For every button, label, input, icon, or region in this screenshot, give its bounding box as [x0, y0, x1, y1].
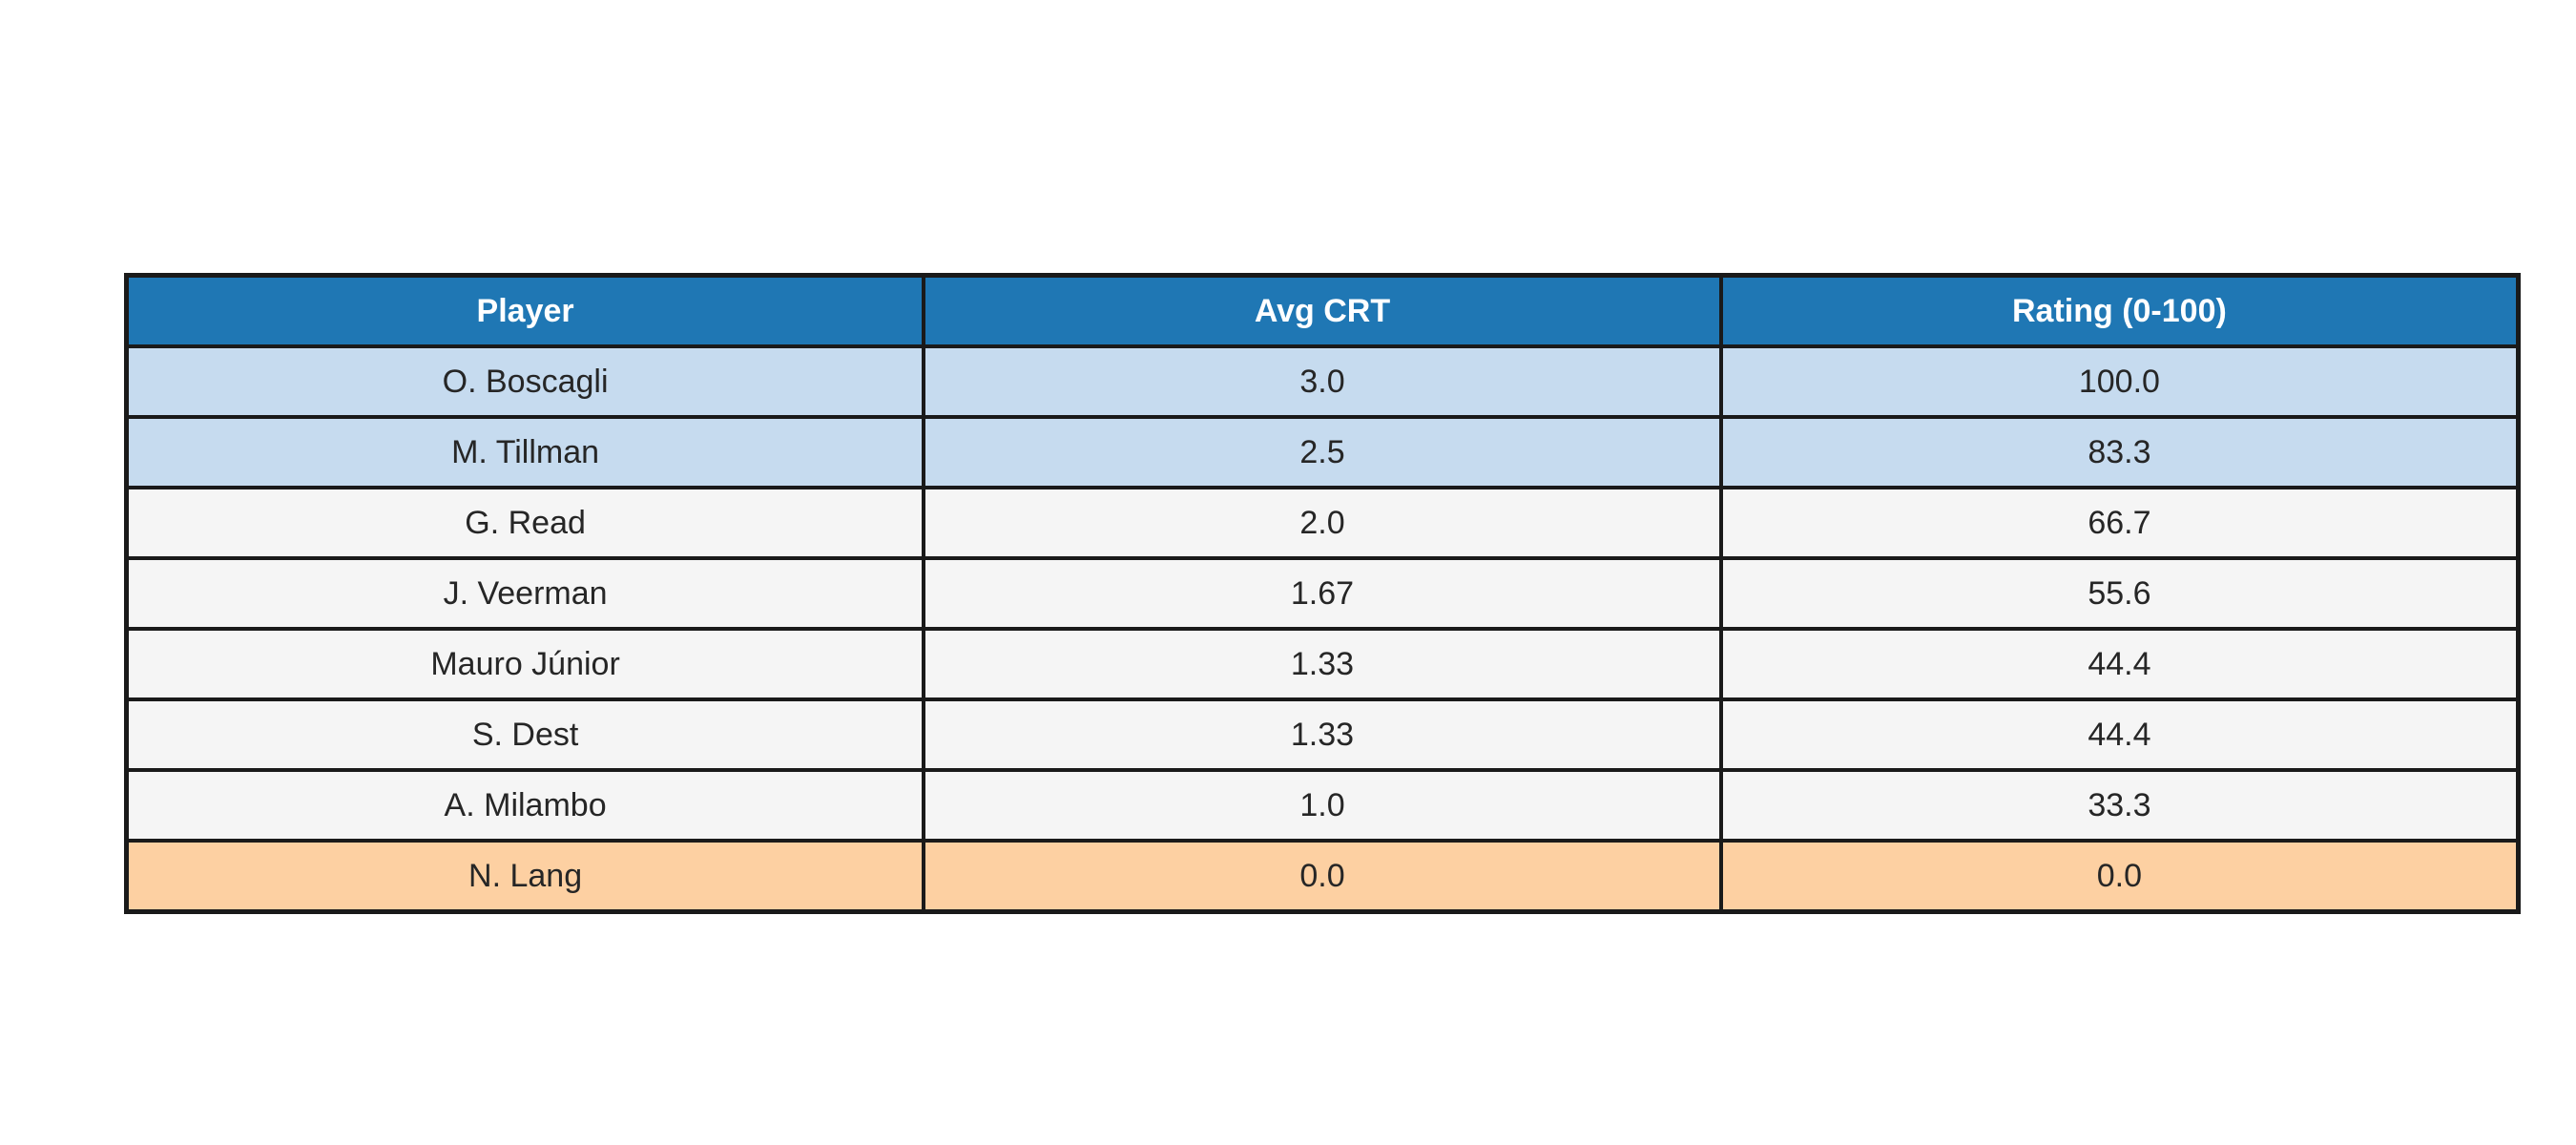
header-cell-rating: Rating (0-100) [1718, 273, 2521, 348]
rating-cell: 44.4 [1718, 697, 2521, 772]
rating-cell: 100.0 [1718, 344, 2521, 419]
avg-crt-cell: 1.67 [922, 556, 1723, 631]
table-row: Mauro Júnior 1.33 44.4 [124, 627, 2521, 701]
table-row: O. Boscagli 3.0 100.0 [124, 344, 2521, 419]
table-body: O. Boscagli 3.0 100.0 M. Tillman 2.5 83.… [124, 344, 2521, 914]
avg-crt-cell: 0.0 [922, 839, 1723, 914]
table-row: J. Veerman 1.67 55.6 [124, 556, 2521, 631]
player-cell: A. Milambo [124, 768, 926, 843]
rating-cell: 66.7 [1718, 486, 2521, 560]
rating-cell: 83.3 [1718, 415, 2521, 489]
table-row: N. Lang 0.0 0.0 [124, 839, 2521, 914]
player-cell: G. Read [124, 486, 926, 560]
avg-crt-cell: 1.0 [922, 768, 1723, 843]
table-row: S. Dest 1.33 44.4 [124, 697, 2521, 772]
player-cell: N. Lang [124, 839, 926, 914]
avg-crt-cell: 1.33 [922, 627, 1723, 701]
rating-cell: 33.3 [1718, 768, 2521, 843]
avg-crt-cell: 1.33 [922, 697, 1723, 772]
player-cell: J. Veerman [124, 556, 926, 631]
table-row: G. Read 2.0 66.7 [124, 486, 2521, 560]
header-cell-avg-crt: Avg CRT [922, 273, 1723, 348]
avg-crt-cell: 2.0 [922, 486, 1723, 560]
header-row: Player Avg CRT Rating (0-100) [124, 273, 2521, 348]
rating-cell: 55.6 [1718, 556, 2521, 631]
player-ratings-table: Player Avg CRT Rating (0-100) O. Boscagl… [124, 273, 2521, 914]
table-row: M. Tillman 2.5 83.3 [124, 415, 2521, 489]
player-cell: Mauro Júnior [124, 627, 926, 701]
table-row: A. Milambo 1.0 33.3 [124, 768, 2521, 843]
avg-crt-cell: 3.0 [922, 344, 1723, 419]
player-cell: O. Boscagli [124, 344, 926, 419]
rating-cell: 0.0 [1718, 839, 2521, 914]
rating-cell: 44.4 [1718, 627, 2521, 701]
player-cell: S. Dest [124, 697, 926, 772]
player-cell: M. Tillman [124, 415, 926, 489]
header-cell-player: Player [124, 273, 926, 348]
avg-crt-cell: 2.5 [922, 415, 1723, 489]
